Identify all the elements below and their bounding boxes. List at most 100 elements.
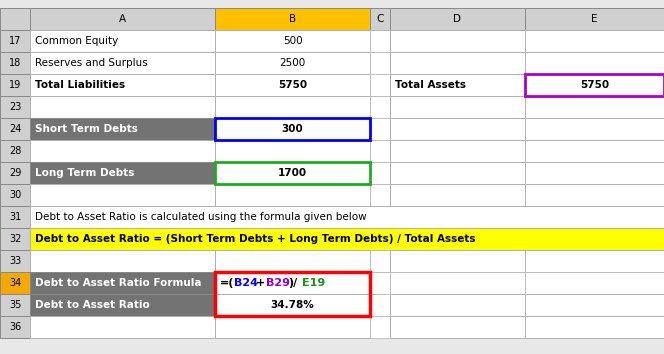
Bar [390,96,525,118]
Text: Common Equity: Common Equity [35,36,118,46]
Bar [525,294,664,316]
Bar [30,272,215,294]
Bar [215,30,370,52]
Bar [0,272,30,294]
Bar [215,316,370,338]
Bar [0,74,30,96]
Bar [390,118,525,140]
Bar [390,30,525,52]
Bar [215,52,370,74]
Bar [525,8,664,30]
Text: Debt to Asset Ratio Formula: Debt to Asset Ratio Formula [35,278,201,288]
Bar [0,250,30,272]
Text: 30: 30 [9,190,21,200]
Bar [370,162,390,184]
Text: Debt to Asset Ratio = (Short Term Debts + Long Term Debts) / Total Assets: Debt to Asset Ratio = (Short Term Debts … [35,234,475,244]
Text: E: E [591,14,598,24]
Bar [525,96,664,118]
Text: A: A [119,14,126,24]
Bar [215,250,370,272]
Bar [370,74,390,96]
Bar [0,228,30,250]
Text: 32: 32 [9,234,21,244]
Text: 29: 29 [9,168,21,178]
Text: Debt to Asset Ratio: Debt to Asset Ratio [35,300,150,310]
Bar [525,250,664,272]
Text: 300: 300 [282,124,303,134]
Text: E19: E19 [302,278,325,288]
Bar [30,52,215,74]
Bar [370,294,390,316]
Bar [370,316,390,338]
Bar [525,184,664,206]
Bar [215,294,370,316]
Bar [30,184,215,206]
Bar [30,228,664,250]
Bar [215,184,370,206]
Text: 34: 34 [9,278,21,288]
Text: Debt to Asset Ratio is calculated using the formula given below: Debt to Asset Ratio is calculated using … [35,212,367,222]
Bar [370,118,390,140]
Bar [0,140,30,162]
Text: 33: 33 [9,256,21,266]
Text: Short Term Debts: Short Term Debts [35,124,138,134]
Bar [525,162,664,184]
Text: Reserves and Surplus: Reserves and Surplus [35,58,148,68]
Bar [390,162,525,184]
Bar [215,74,370,96]
Bar [370,184,390,206]
Bar [370,96,390,118]
Bar [0,118,30,140]
Bar [525,140,664,162]
Bar [215,118,370,140]
Text: 18: 18 [9,58,21,68]
Text: 28: 28 [9,146,21,156]
Text: 5750: 5750 [278,80,307,90]
Bar [0,162,30,184]
Bar [30,96,215,118]
Text: Total Assets: Total Assets [395,80,466,90]
Bar [525,30,664,52]
Bar [0,96,30,118]
Bar [215,140,370,162]
Text: 23: 23 [9,102,21,112]
Text: 19: 19 [9,80,21,90]
Bar [215,272,370,294]
Text: =(: =( [220,278,234,288]
Bar [30,206,664,228]
Bar [215,162,370,184]
Bar [30,250,215,272]
Bar [370,272,390,294]
Bar [370,140,390,162]
Bar [0,52,30,74]
Bar [215,162,370,184]
Bar [525,74,664,96]
Bar [390,140,525,162]
Text: 35: 35 [9,300,21,310]
Bar [370,52,390,74]
Text: B24: B24 [234,278,258,288]
Text: 500: 500 [283,36,302,46]
Bar [390,184,525,206]
Bar [370,250,390,272]
Bar [0,206,30,228]
Text: 31: 31 [9,212,21,222]
Bar [30,294,215,316]
Bar [215,8,370,30]
Text: B: B [289,14,296,24]
Bar [0,30,30,52]
Text: D: D [454,14,461,24]
Text: 1700: 1700 [278,168,307,178]
Bar [390,250,525,272]
Text: C: C [376,14,384,24]
Bar [215,272,370,316]
Bar [0,184,30,206]
Bar [525,52,664,74]
Bar [30,140,215,162]
Bar [525,118,664,140]
Text: +: + [256,278,265,288]
Bar [0,316,30,338]
Bar [390,316,525,338]
Bar [215,118,370,140]
Text: 36: 36 [9,322,21,332]
